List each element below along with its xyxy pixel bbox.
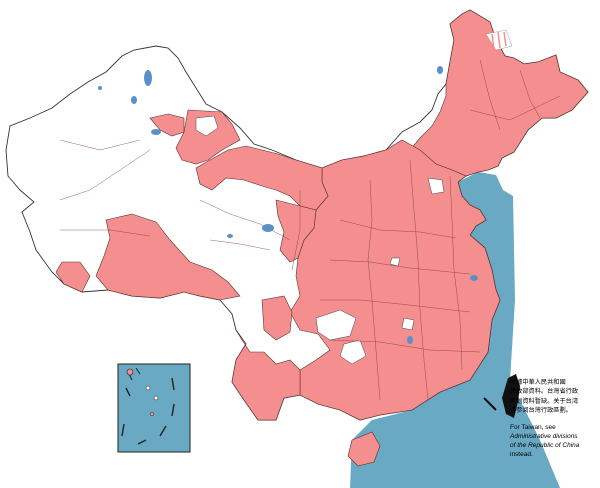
hatched-area [485,29,513,51]
taiwan-divisions-link-2[interactable]: of the Republic of China [510,442,580,449]
note-line: 民政部資料。台灣省行政 [510,388,579,396]
note-line: 根據中華人民共和國 [510,379,566,386]
taiwan-strait-line [483,397,497,411]
note-line: 區划資料暫缺。关于台湾 [510,397,579,405]
note-line: instead. [510,451,533,458]
division-boundaries [59,59,561,401]
note-line: For Taiwan, see [510,424,556,431]
taiwan-divisions-link[interactable]: Administrative divisions [510,433,578,440]
south-china-sea-inset [117,363,191,453]
note-line: 请参阅台灣行政區劃。 [510,407,572,415]
unshaded-areas [195,115,445,365]
legend-note-english: For Taiwan, see Administrative divisions… [510,423,596,459]
legend-note-chinese: 根據中華人民共和國 民政部資料。台灣省行政 區划資料暫缺。关于台湾 请参阅台灣行… [510,378,596,416]
lakes [98,66,478,344]
taiwan-island [502,374,520,418]
